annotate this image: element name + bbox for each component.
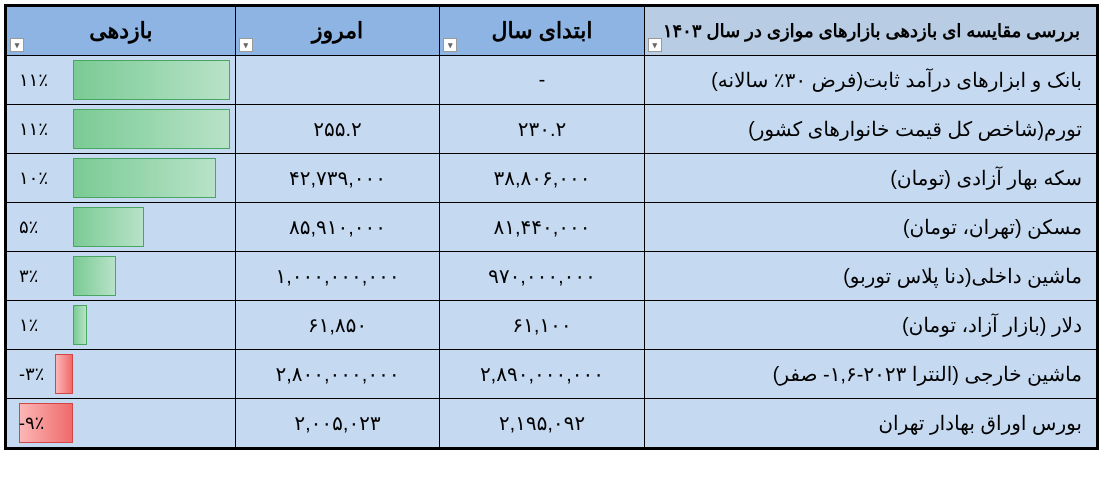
table-row: بورس اوراق بهادار تهران۲,۱۹۵,۰۹۲۲,۰۰۵,۰۲…	[7, 399, 1097, 448]
filter-icon[interactable]: ▾	[239, 38, 253, 52]
row-today-value: ۴۲,۷۳۹,۰۰۰	[235, 154, 439, 203]
header-row: بررسی مقایسه ای بازدهی بازارهای موازی در…	[7, 7, 1097, 56]
return-bar-negative	[55, 354, 73, 394]
row-return-cell: ۱٪	[7, 301, 236, 350]
row-return-text: ۱۱٪	[19, 119, 48, 139]
row-return-text: ۱۰٪	[19, 168, 48, 188]
row-start-value: ۶۱,۱۰۰	[440, 301, 644, 350]
table-row: تورم(شاخص کل قیمت خانوارهای کشور)۲۳۰.۲۲۵…	[7, 105, 1097, 154]
row-start-value: ۲,۸۹۰,۰۰۰,۰۰۰	[440, 350, 644, 399]
row-return-cell: -۹٪	[7, 399, 236, 448]
header-today: امروز ▾	[235, 7, 439, 56]
return-bar-positive	[73, 158, 216, 198]
filter-icon[interactable]: ▾	[648, 38, 662, 52]
row-return-text: ۱۱٪	[19, 70, 48, 90]
table-row: سکه بهار آزادی (تومان)۳۸,۸۰۶,۰۰۰۴۲,۷۳۹,۰…	[7, 154, 1097, 203]
return-bar-positive	[73, 109, 230, 149]
header-return: بازدهی ▾	[7, 7, 236, 56]
row-label: مسکن (تهران، تومان)	[644, 203, 1096, 252]
return-bar-positive	[73, 207, 144, 247]
table-row: مسکن (تهران، تومان)۸۱,۴۴۰,۰۰۰۸۵,۹۱۰,۰۰۰ ۵…	[7, 203, 1097, 252]
header-start-year: ابتدای سال ▾	[440, 7, 644, 56]
row-label: بورس اوراق بهادار تهران	[644, 399, 1096, 448]
row-today-value: ۱,۰۰۰,۰۰۰,۰۰۰	[235, 252, 439, 301]
table-title-cell: بررسی مقایسه ای بازدهی بازارهای موازی در…	[644, 7, 1096, 56]
row-label: بانک و ابزارهای درآمد ثابت(فرض ۳۰٪ سالان…	[644, 56, 1096, 105]
header-return-label: بازدهی	[89, 18, 152, 43]
row-return-text: ۳٪	[19, 266, 38, 286]
row-start-value: ۸۱,۴۴۰,۰۰۰	[440, 203, 644, 252]
row-return-cell: ۱۱٪	[7, 56, 236, 105]
row-return-text: ۵٪	[19, 217, 38, 237]
row-start-value: ۳۸,۸۰۶,۰۰۰	[440, 154, 644, 203]
return-bar-positive	[73, 256, 116, 296]
row-today-value: ۲,۸۰۰,۰۰۰,۰۰۰	[235, 350, 439, 399]
row-today-value: ۲,۰۰۵,۰۲۳	[235, 399, 439, 448]
table-row: دلار (بازار آزاد، تومان)۶۱,۱۰۰۶۱,۸۵۰ ۱٪	[7, 301, 1097, 350]
table-row: ماشین داخلی(دنا پلاس توربو)۹۷۰,۰۰۰,۰۰۰۱,…	[7, 252, 1097, 301]
header-start-label: ابتدای سال	[491, 18, 592, 43]
row-start-value: -	[440, 56, 644, 105]
row-return-cell: ۵٪	[7, 203, 236, 252]
row-start-value: ۹۷۰,۰۰۰,۰۰۰	[440, 252, 644, 301]
comparison-table: بررسی مقایسه ای بازدهی بازارهای موازی در…	[6, 6, 1097, 448]
row-label: دلار (بازار آزاد، تومان)	[644, 301, 1096, 350]
row-start-value: ۲۳۰.۲	[440, 105, 644, 154]
table-title: بررسی مقایسه ای بازدهی بازارهای موازی در…	[663, 21, 1080, 41]
return-bar-positive	[73, 305, 87, 345]
row-today-value: ۲۵۵.۲	[235, 105, 439, 154]
row-label: سکه بهار آزادی (تومان)	[644, 154, 1096, 203]
row-return-cell: ۱۱٪	[7, 105, 236, 154]
row-return-text: -۳٪	[19, 364, 44, 384]
table-row: بانک و ابزارهای درآمد ثابت(فرض ۳۰٪ سالان…	[7, 56, 1097, 105]
row-today-value: ۸۵,۹۱۰,۰۰۰	[235, 203, 439, 252]
return-bar-positive	[73, 60, 230, 100]
table-row: ماشین خارجی (النترا ۲۰۲۳-۱,۶- صفر)۲,۸۹۰,…	[7, 350, 1097, 399]
row-return-cell: ۳٪	[7, 252, 236, 301]
header-today-label: امروز	[312, 18, 363, 43]
row-label: ماشین داخلی(دنا پلاس توربو)	[644, 252, 1096, 301]
row-return-text: ۱٪	[19, 315, 38, 335]
row-return-cell: -۳٪	[7, 350, 236, 399]
filter-icon[interactable]: ▾	[10, 38, 24, 52]
row-today-value: ۶۱,۸۵۰	[235, 301, 439, 350]
row-return-cell: ۱۰٪	[7, 154, 236, 203]
row-today-value	[235, 56, 439, 105]
comparison-table-container: بررسی مقایسه ای بازدهی بازارهای موازی در…	[4, 4, 1099, 450]
filter-icon[interactable]: ▾	[443, 38, 457, 52]
row-start-value: ۲,۱۹۵,۰۹۲	[440, 399, 644, 448]
row-return-text: -۹٪	[19, 413, 44, 433]
row-label: تورم(شاخص کل قیمت خانوارهای کشور)	[644, 105, 1096, 154]
row-label: ماشین خارجی (النترا ۲۰۲۳-۱,۶- صفر)	[644, 350, 1096, 399]
